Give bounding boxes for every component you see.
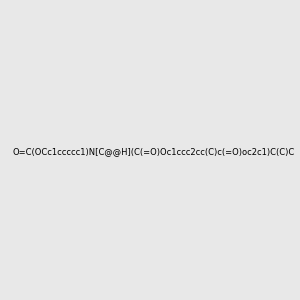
Text: O=C(OCc1ccccc1)N[C@@H](C(=O)Oc1ccc2cc(C)c(=O)oc2c1)C(C)C: O=C(OCc1ccccc1)N[C@@H](C(=O)Oc1ccc2cc(C)…: [13, 147, 295, 156]
